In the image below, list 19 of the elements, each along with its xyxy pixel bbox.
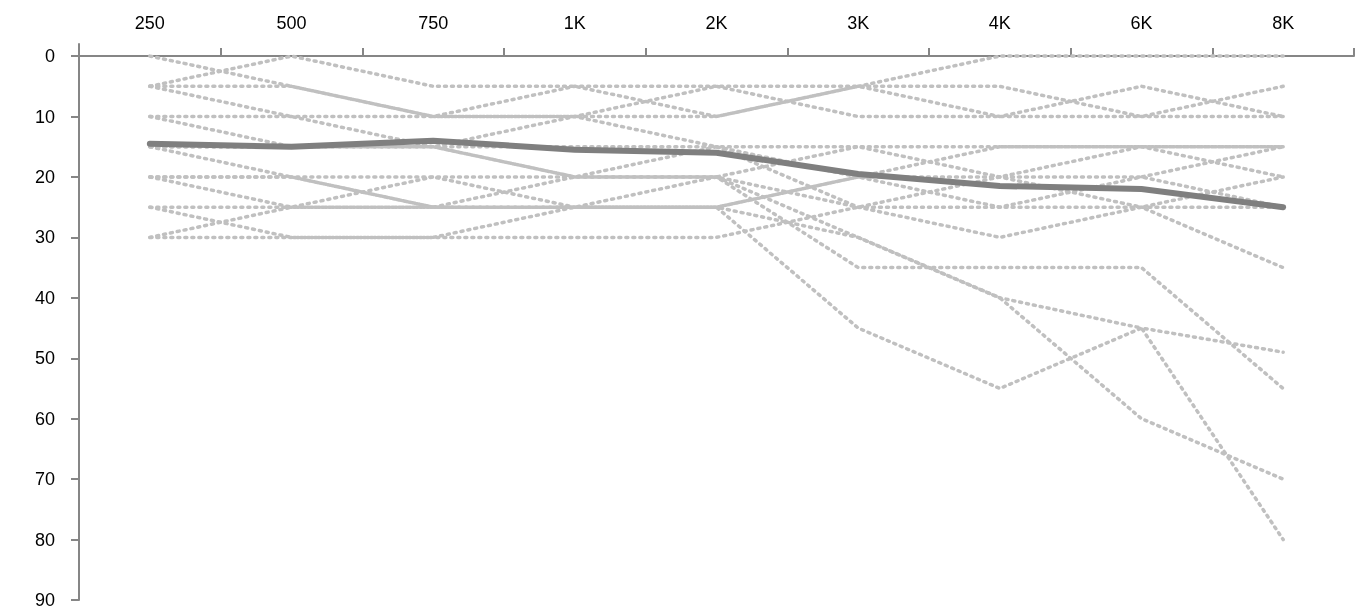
y-tick-label: 20 (34, 166, 55, 187)
x-tick-label: 250 (134, 13, 165, 33)
x-tick-label: 2K (705, 13, 728, 33)
y-tick-label: 0 (44, 46, 55, 67)
y-tick-label: 40 (34, 287, 55, 308)
y-tick-label: 10 (34, 106, 55, 127)
x-tick-label: 1K (563, 13, 586, 33)
x-tick-label: 8K (1272, 13, 1295, 33)
y-tick-label: 30 (34, 227, 55, 248)
x-tick-label: 3K (847, 13, 870, 33)
x-tick-label: 750 (418, 13, 449, 33)
y-tick-label: 90 (34, 590, 55, 610)
y-tick-label: 50 (34, 348, 55, 369)
x-tick-label: 4K (988, 13, 1011, 33)
y-tick-label: 60 (34, 408, 55, 429)
x-tick-label: 6K (1130, 13, 1153, 33)
x-tick-label: 500 (276, 13, 307, 33)
y-tick-label: 70 (34, 469, 55, 490)
y-tick-label: 80 (34, 529, 55, 550)
